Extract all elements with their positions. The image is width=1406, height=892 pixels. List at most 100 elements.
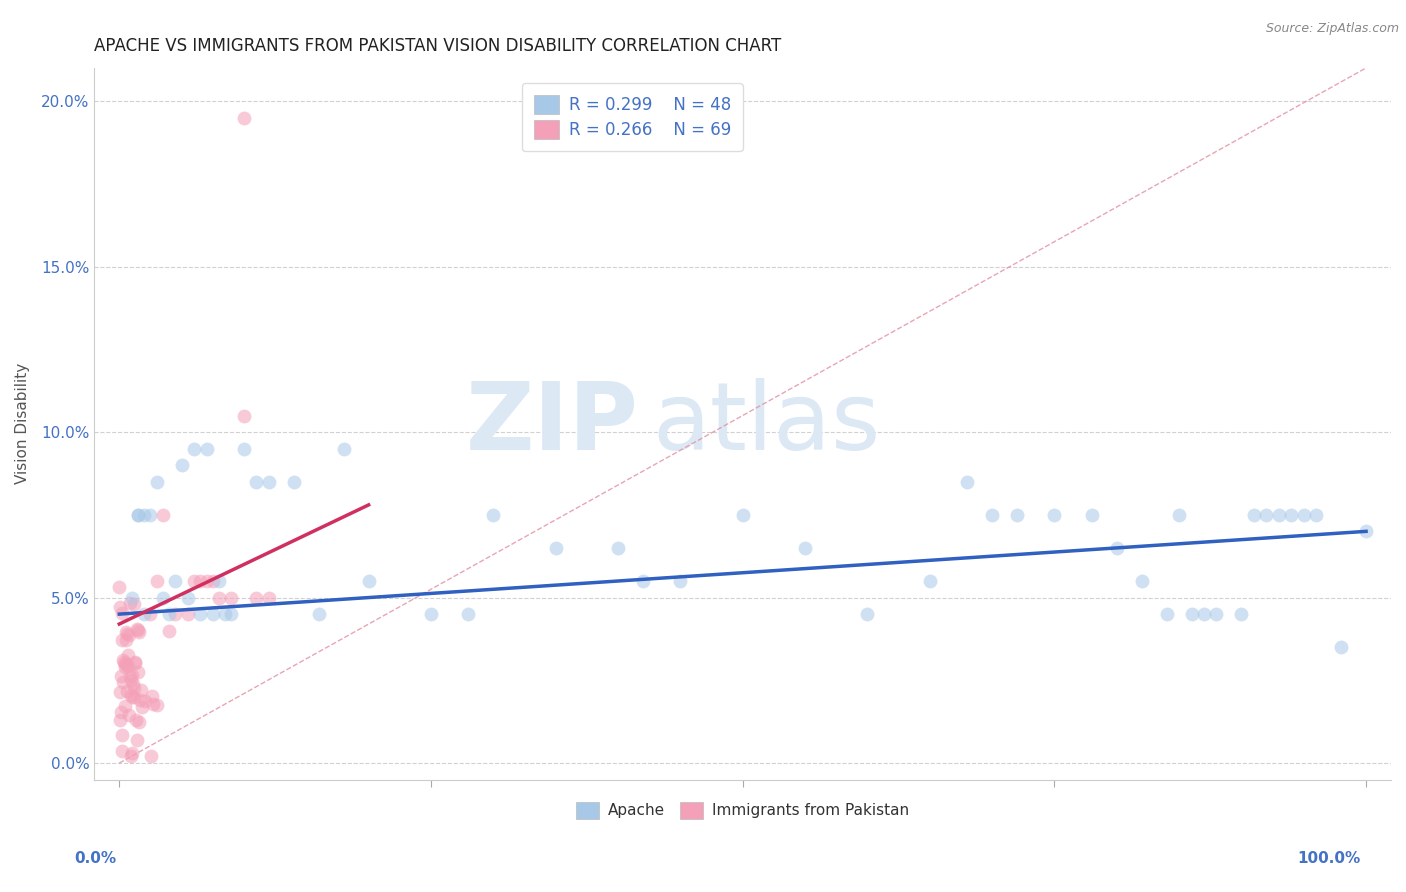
Point: [114, 656, 136, 670]
Point: [129, 682, 152, 697]
Point: [221, 591, 243, 605]
Point: [1305, 508, 1327, 522]
Point: [157, 624, 180, 638]
Point: [124, 656, 146, 670]
Point: [108, 580, 131, 594]
Point: [1105, 541, 1128, 555]
Point: [201, 574, 224, 588]
Point: [157, 607, 180, 621]
Point: [1230, 607, 1253, 621]
Point: [114, 657, 136, 671]
Point: [1168, 508, 1191, 522]
Point: [134, 694, 156, 708]
Point: [127, 508, 149, 522]
Point: [117, 648, 139, 662]
Point: [141, 689, 163, 703]
Point: [146, 698, 169, 713]
Point: [177, 591, 200, 605]
Point: [125, 713, 148, 727]
Point: [1180, 607, 1202, 621]
Point: [607, 541, 630, 555]
Point: [110, 714, 132, 728]
Point: [124, 690, 146, 705]
Point: [111, 728, 134, 742]
Point: [121, 746, 143, 760]
Point: [120, 673, 142, 687]
Point: [110, 706, 132, 720]
Point: [1205, 607, 1227, 621]
Point: [111, 606, 134, 620]
Text: APACHE VS IMMIGRANTS FROM PAKISTAN VISION DISABILITY CORRELATION CHART: APACHE VS IMMIGRANTS FROM PAKISTAN VISIO…: [94, 37, 782, 55]
Point: [121, 668, 143, 682]
Point: [121, 591, 143, 605]
Point: [245, 475, 267, 489]
Point: [201, 607, 224, 621]
Point: [183, 574, 205, 588]
Point: [731, 508, 754, 522]
Point: [121, 690, 143, 704]
Point: [122, 677, 145, 691]
Point: [127, 508, 149, 522]
Point: [134, 607, 156, 621]
Text: Source: ZipAtlas.com: Source: ZipAtlas.com: [1265, 22, 1399, 36]
Point: [114, 660, 136, 674]
Point: [118, 708, 141, 723]
Point: [142, 697, 165, 711]
Point: [111, 675, 134, 690]
Text: ZIP: ZIP: [465, 378, 638, 470]
Point: [170, 458, 193, 472]
Point: [139, 607, 162, 621]
Legend: Apache, Immigrants from Pakistan: Apache, Immigrants from Pakistan: [569, 796, 915, 825]
Point: [145, 475, 167, 489]
Point: [257, 591, 280, 605]
Text: 100.0%: 100.0%: [1298, 851, 1360, 865]
Point: [1243, 508, 1265, 522]
Point: [127, 624, 149, 638]
Point: [114, 657, 136, 671]
Point: [283, 475, 305, 489]
Point: [114, 624, 136, 639]
Point: [1279, 508, 1302, 522]
Point: [1043, 508, 1066, 522]
Point: [139, 508, 162, 522]
Point: [128, 714, 150, 729]
Point: [131, 699, 153, 714]
Point: [141, 749, 163, 764]
Point: [127, 665, 149, 679]
Point: [112, 653, 135, 667]
Point: [669, 574, 692, 588]
Point: [794, 541, 817, 555]
Point: [115, 684, 138, 698]
Point: [332, 442, 354, 456]
Point: [124, 656, 146, 670]
Point: [108, 685, 131, 699]
Point: [122, 597, 145, 611]
Point: [544, 541, 567, 555]
Point: [177, 607, 200, 621]
Point: [1156, 607, 1178, 621]
Point: [1256, 508, 1278, 522]
Point: [1355, 524, 1378, 539]
Point: [631, 574, 654, 588]
Point: [918, 574, 941, 588]
Point: [457, 607, 479, 621]
Point: [120, 688, 142, 702]
Point: [257, 475, 280, 489]
Point: [308, 607, 330, 621]
Point: [233, 442, 256, 456]
Point: [125, 622, 148, 636]
Point: [114, 699, 136, 714]
Point: [165, 574, 187, 588]
Point: [118, 628, 141, 642]
Point: [145, 574, 167, 588]
Point: [152, 508, 174, 522]
Point: [120, 596, 142, 610]
Point: [1130, 574, 1153, 588]
Point: [956, 475, 979, 489]
Point: [183, 442, 205, 456]
Point: [195, 442, 218, 456]
Point: [117, 658, 139, 673]
Point: [195, 574, 218, 588]
Point: [115, 632, 138, 647]
Point: [1005, 508, 1028, 522]
